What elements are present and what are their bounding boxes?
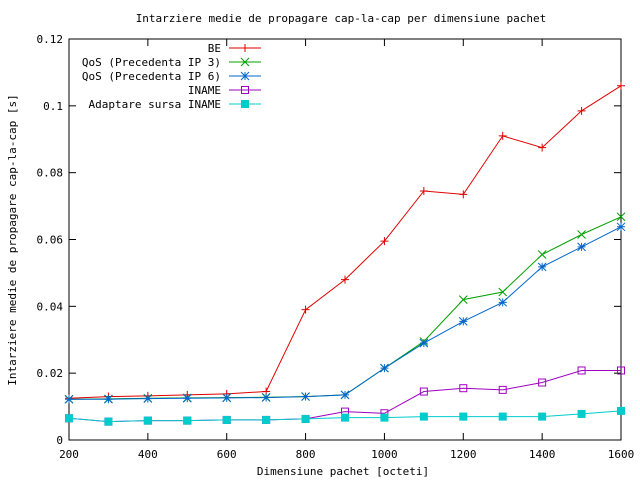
data-point bbox=[577, 409, 586, 418]
legend-label: QoS (Precedenta IP 3) bbox=[82, 56, 221, 69]
data-point bbox=[419, 187, 428, 196]
data-point bbox=[380, 363, 389, 373]
chart-title: Intarziere medie de propagare cap-la-cap… bbox=[136, 12, 547, 25]
data-point bbox=[241, 44, 249, 52]
data-point bbox=[577, 242, 586, 252]
y-axis-label: Intarziere medie de propagare cap-la-cap… bbox=[6, 94, 19, 385]
series-0 bbox=[65, 81, 625, 403]
y-tick-label: 0.12 bbox=[37, 33, 64, 46]
data-point bbox=[241, 100, 249, 108]
x-tick-label: 1600 bbox=[608, 448, 635, 461]
legend-label: BE bbox=[208, 42, 221, 55]
data-point bbox=[459, 190, 468, 199]
x-axis-label: Dimensiune pachet [octeti] bbox=[257, 465, 429, 478]
data-point bbox=[616, 222, 626, 232]
data-point bbox=[143, 416, 152, 425]
y-tick-label: 0.02 bbox=[37, 367, 64, 380]
data-point bbox=[301, 305, 310, 314]
series-group bbox=[64, 81, 626, 426]
data-point bbox=[459, 384, 468, 393]
data-point bbox=[617, 366, 625, 375]
x-tick-label: 600 bbox=[217, 448, 237, 461]
legend-label: QoS (Precedenta IP 6) bbox=[82, 70, 221, 83]
x-tick-label: 800 bbox=[296, 448, 316, 461]
data-point bbox=[104, 394, 113, 404]
data-point bbox=[459, 412, 468, 421]
data-point bbox=[498, 385, 507, 394]
x-tick-label: 400 bbox=[138, 448, 158, 461]
data-point bbox=[182, 393, 192, 403]
series-4 bbox=[65, 406, 625, 426]
data-point bbox=[222, 393, 232, 403]
data-point bbox=[183, 416, 192, 425]
data-point bbox=[261, 393, 271, 402]
data-point bbox=[222, 415, 231, 424]
data-point bbox=[380, 413, 389, 422]
legend-label: Adaptare sursa INAME bbox=[89, 98, 221, 111]
x-tick-label: 200 bbox=[59, 448, 79, 461]
data-point bbox=[241, 86, 249, 94]
data-point bbox=[617, 406, 625, 415]
data-point bbox=[419, 387, 428, 396]
y-tick-label: 0.04 bbox=[37, 300, 64, 313]
series-line bbox=[68, 216, 622, 400]
data-point bbox=[104, 417, 113, 426]
data-point bbox=[240, 71, 250, 81]
data-point bbox=[458, 317, 468, 326]
series-line bbox=[68, 85, 622, 399]
data-point bbox=[340, 390, 350, 400]
data-point bbox=[577, 366, 586, 375]
series-2 bbox=[64, 222, 626, 404]
data-point bbox=[65, 414, 73, 423]
data-point bbox=[419, 338, 429, 348]
data-point bbox=[617, 81, 625, 90]
data-point bbox=[498, 412, 507, 421]
series-1 bbox=[64, 212, 626, 404]
data-point bbox=[616, 212, 626, 222]
data-point bbox=[538, 143, 547, 152]
series-line bbox=[69, 226, 622, 400]
x-tick-label: 1000 bbox=[371, 448, 398, 461]
y-tick-label: 0.06 bbox=[37, 234, 64, 247]
data-point bbox=[537, 262, 547, 272]
axis-ticks: 200 400 600 800 1000 1200 1400 1600 0 0.02 0.04 0.0… bbox=[37, 33, 635, 461]
data-point bbox=[537, 250, 547, 259]
data-point bbox=[577, 230, 586, 239]
data-point bbox=[419, 412, 428, 421]
data-point bbox=[301, 414, 310, 423]
data-point bbox=[498, 287, 508, 297]
data-point bbox=[577, 106, 586, 115]
data-point bbox=[143, 394, 153, 403]
y-tick-label: 0.08 bbox=[37, 167, 64, 180]
data-point bbox=[301, 392, 310, 401]
data-point bbox=[498, 297, 508, 307]
data-point bbox=[538, 412, 547, 421]
data-point bbox=[341, 413, 349, 422]
data-point bbox=[458, 295, 468, 305]
data-point bbox=[341, 275, 349, 284]
y-tick-label: 0 bbox=[56, 434, 63, 447]
y-tick-label: 0.1 bbox=[43, 100, 63, 113]
data-point bbox=[64, 394, 74, 404]
data-point bbox=[262, 415, 271, 424]
data-point bbox=[240, 57, 250, 67]
x-tick-label: 1200 bbox=[450, 448, 477, 461]
x-tick-label: 1400 bbox=[529, 448, 556, 461]
data-point bbox=[538, 378, 547, 387]
legend-label: INAME bbox=[188, 84, 221, 97]
data-point bbox=[498, 131, 507, 140]
data-point bbox=[380, 237, 389, 246]
